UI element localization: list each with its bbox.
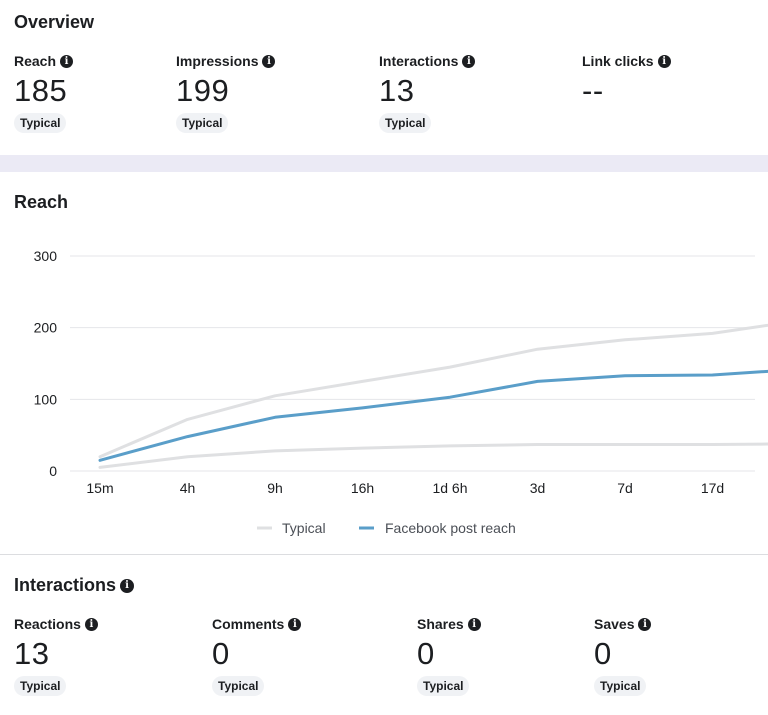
typical-badge: Typical bbox=[176, 113, 229, 133]
info-icon[interactable]: i bbox=[262, 54, 276, 68]
link-clicks-value: -- bbox=[582, 73, 604, 108]
comments-metric: Comments i 0 Typical bbox=[212, 616, 302, 696]
x-tick-label: 16h bbox=[351, 480, 374, 496]
info-icon[interactable]: i bbox=[288, 617, 302, 631]
info-icon[interactable]: i bbox=[84, 617, 98, 631]
reach-label: Reach i bbox=[14, 53, 74, 69]
info-icon[interactable]: i bbox=[638, 617, 652, 631]
typical-badge: Typical bbox=[379, 113, 432, 133]
overview-section: Overview Reach i 185 Typical Impressions i… bbox=[0, 0, 768, 155]
reach-title: Reach bbox=[14, 192, 69, 212]
saves-label: Saves i bbox=[594, 616, 652, 632]
info-icon[interactable]: i bbox=[120, 578, 135, 593]
saves-value: 0 bbox=[594, 636, 612, 671]
typical-badge: Typical bbox=[417, 676, 470, 696]
y-tick-label: 300 bbox=[34, 248, 58, 264]
y-tick-label: 200 bbox=[34, 320, 58, 336]
interactions-value: 13 bbox=[379, 73, 415, 108]
shares-label: Shares i bbox=[417, 616, 481, 632]
section-divider bbox=[0, 554, 768, 555]
interactions-label: Interactions i bbox=[379, 53, 476, 69]
comments-value: 0 bbox=[212, 636, 230, 671]
comments-label: Comments i bbox=[212, 616, 302, 632]
x-tick-label: 7d bbox=[617, 480, 633, 496]
y-tick-label: 0 bbox=[49, 463, 57, 479]
reactions-value: 13 bbox=[14, 636, 50, 671]
legend-label-typical: Typical bbox=[282, 520, 326, 536]
reach-section: Reach 0 100 200 300 15m 4h 9h 16h 1d 6h 3d 7d 17d Ty… bbox=[0, 172, 768, 554]
x-tick-label: 1d 6h bbox=[432, 480, 467, 496]
info-icon[interactable]: i bbox=[657, 54, 671, 68]
link-clicks-metric: Link clicks i -- bbox=[582, 53, 671, 109]
reach-metric: Reach i 185 Typical bbox=[14, 53, 74, 133]
interactions-section: Interactions i Reactions i 13 Typical Comm… bbox=[0, 555, 768, 715]
legend-label-reach: Facebook post reach bbox=[385, 520, 516, 536]
reactions-label: Reactions i bbox=[14, 616, 98, 632]
info-icon[interactable]: i bbox=[467, 617, 481, 631]
reach-series-line bbox=[98, 369, 768, 462]
x-tick-label: 3d bbox=[530, 480, 546, 496]
impressions-metric: Impressions i 199 Typical bbox=[176, 53, 276, 133]
info-icon[interactable]: i bbox=[462, 54, 476, 68]
interactions-title: Interactions i bbox=[14, 575, 135, 596]
typical-series-line bbox=[98, 442, 768, 469]
interactions-metric: Interactions i 13 Typical bbox=[379, 53, 476, 133]
saves-metric: Saves i 0 Typical bbox=[594, 616, 652, 696]
x-tick-label: 4h bbox=[180, 480, 196, 496]
x-tick-label: 15m bbox=[86, 480, 113, 496]
typical-badge: Typical bbox=[14, 676, 67, 696]
reactions-metric: Reactions i 13 Typical bbox=[14, 616, 98, 696]
typical-series-line bbox=[98, 323, 768, 459]
x-tick-label: 9h bbox=[267, 480, 283, 496]
typical-badge: Typical bbox=[212, 676, 265, 696]
y-tick-label: 100 bbox=[34, 391, 58, 407]
shares-value: 0 bbox=[417, 636, 435, 671]
reach-chart: 0 100 200 300 15m 4h 9h 16h 1d 6h 3d 7d 17d Typical F… bbox=[34, 248, 768, 536]
typical-badge: Typical bbox=[14, 113, 67, 133]
section-divider bbox=[0, 155, 768, 172]
overview-title: Overview bbox=[14, 12, 95, 32]
shares-metric: Shares i 0 Typical bbox=[417, 616, 481, 696]
reach-value: 185 bbox=[14, 73, 68, 108]
info-icon[interactable]: i bbox=[60, 54, 74, 68]
impressions-value: 199 bbox=[176, 73, 230, 108]
link-clicks-label: Link clicks i bbox=[582, 53, 671, 69]
x-tick-label: 17d bbox=[701, 480, 724, 496]
typical-badge: Typical bbox=[594, 676, 647, 696]
impressions-label: Impressions i bbox=[176, 53, 276, 69]
